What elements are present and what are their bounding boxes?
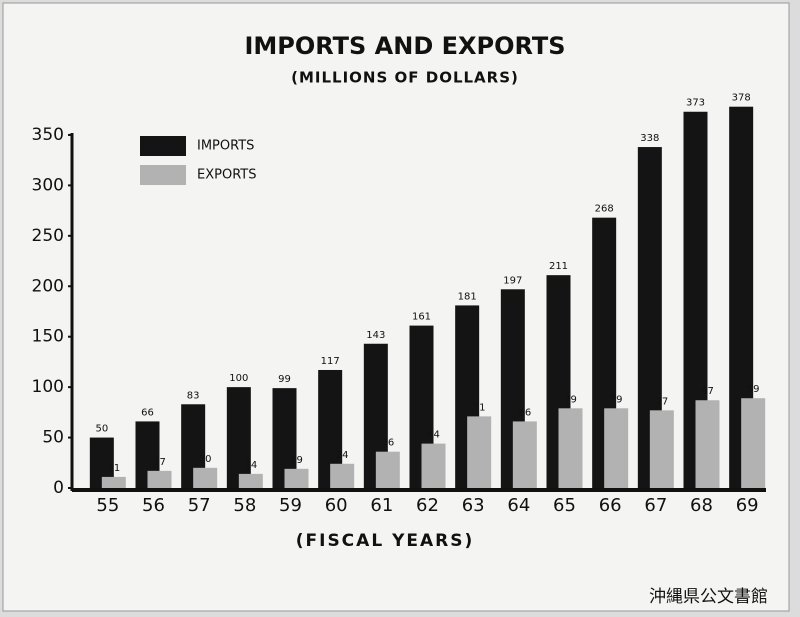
y-tick-label: 250 bbox=[32, 226, 64, 246]
value-label: 100 bbox=[229, 373, 248, 384]
value-label: 20 bbox=[199, 454, 212, 465]
x-tick-label: 58 bbox=[233, 495, 256, 516]
bar bbox=[375, 451, 400, 488]
value-label: 197 bbox=[503, 275, 522, 286]
value-label: 66 bbox=[141, 407, 154, 418]
bar bbox=[193, 467, 218, 488]
value-label: 338 bbox=[640, 133, 659, 144]
x-tick-label: 67 bbox=[644, 495, 667, 516]
x-tick-label: 65 bbox=[553, 495, 576, 516]
value-label: 77 bbox=[655, 396, 668, 407]
legend-swatch bbox=[140, 165, 186, 185]
value-label: 79 bbox=[610, 394, 623, 405]
bar bbox=[467, 416, 492, 488]
x-tick-label: 56 bbox=[142, 495, 165, 516]
y-tick-label: 200 bbox=[32, 276, 64, 296]
legend-swatch bbox=[140, 136, 186, 156]
chart-subtitle: (MILLIONS OF DOLLARS) bbox=[291, 69, 519, 87]
y-tick-label: 150 bbox=[32, 327, 64, 347]
value-label: 378 bbox=[732, 93, 751, 104]
bar bbox=[512, 421, 537, 488]
value-label: 87 bbox=[701, 386, 714, 397]
legend-label: IMPORTS bbox=[197, 139, 254, 154]
value-label: 50 bbox=[95, 424, 108, 435]
bar bbox=[649, 410, 674, 488]
value-label: 44 bbox=[427, 430, 440, 441]
x-tick-label: 62 bbox=[416, 495, 439, 516]
value-label: 211 bbox=[549, 261, 568, 272]
x-tick-label: 60 bbox=[325, 495, 348, 516]
x-tick-label: 68 bbox=[690, 495, 713, 516]
bar bbox=[604, 408, 629, 488]
value-label: 14 bbox=[244, 460, 257, 471]
value-label: 117 bbox=[321, 356, 340, 367]
y-tick-label: 350 bbox=[32, 125, 64, 145]
bar bbox=[238, 473, 263, 488]
value-label: 24 bbox=[336, 450, 349, 461]
bar bbox=[695, 400, 720, 488]
x-tick-label: 63 bbox=[462, 495, 485, 516]
value-label: 89 bbox=[747, 384, 760, 395]
bar bbox=[226, 387, 251, 488]
value-label: 17 bbox=[153, 457, 166, 468]
value-label: 181 bbox=[458, 291, 477, 302]
x-tick-label: 64 bbox=[507, 495, 530, 516]
bar bbox=[147, 470, 172, 488]
x-axis-label: (FISCAL YEARS) bbox=[296, 531, 475, 551]
legend-label: EXPORTS bbox=[197, 168, 256, 183]
photo-background bbox=[2, 2, 790, 612]
value-label: 99 bbox=[278, 374, 291, 385]
x-tick-label: 59 bbox=[279, 495, 302, 516]
value-label: 373 bbox=[686, 98, 705, 109]
x-tick-label: 69 bbox=[736, 495, 759, 516]
y-tick-label: 300 bbox=[32, 175, 64, 195]
value-label: 36 bbox=[381, 438, 394, 449]
chart-title: IMPORTS AND EXPORTS bbox=[244, 32, 565, 60]
bar bbox=[330, 463, 355, 488]
bar bbox=[284, 468, 309, 488]
value-label: 83 bbox=[187, 390, 200, 401]
bar bbox=[558, 408, 583, 488]
bar bbox=[421, 443, 446, 488]
value-label: 19 bbox=[290, 455, 303, 466]
value-label: 268 bbox=[595, 204, 614, 215]
value-label: 71 bbox=[473, 402, 486, 413]
value-label: 66 bbox=[518, 407, 531, 418]
x-tick-label: 55 bbox=[96, 495, 119, 516]
value-label: 79 bbox=[564, 394, 577, 405]
watermark: 沖縄県公文書館 bbox=[649, 587, 768, 607]
x-tick-label: 66 bbox=[599, 495, 622, 516]
x-tick-label: 61 bbox=[370, 495, 393, 516]
bar bbox=[741, 398, 766, 488]
value-label: 161 bbox=[412, 312, 431, 323]
x-tick-label: 57 bbox=[188, 495, 211, 516]
y-tick-label: 50 bbox=[42, 428, 64, 448]
value-label: 11 bbox=[107, 463, 120, 474]
y-tick-label: 100 bbox=[32, 377, 64, 397]
y-tick-label: 0 bbox=[53, 478, 64, 498]
bar bbox=[101, 476, 126, 488]
value-label: 143 bbox=[366, 330, 385, 341]
